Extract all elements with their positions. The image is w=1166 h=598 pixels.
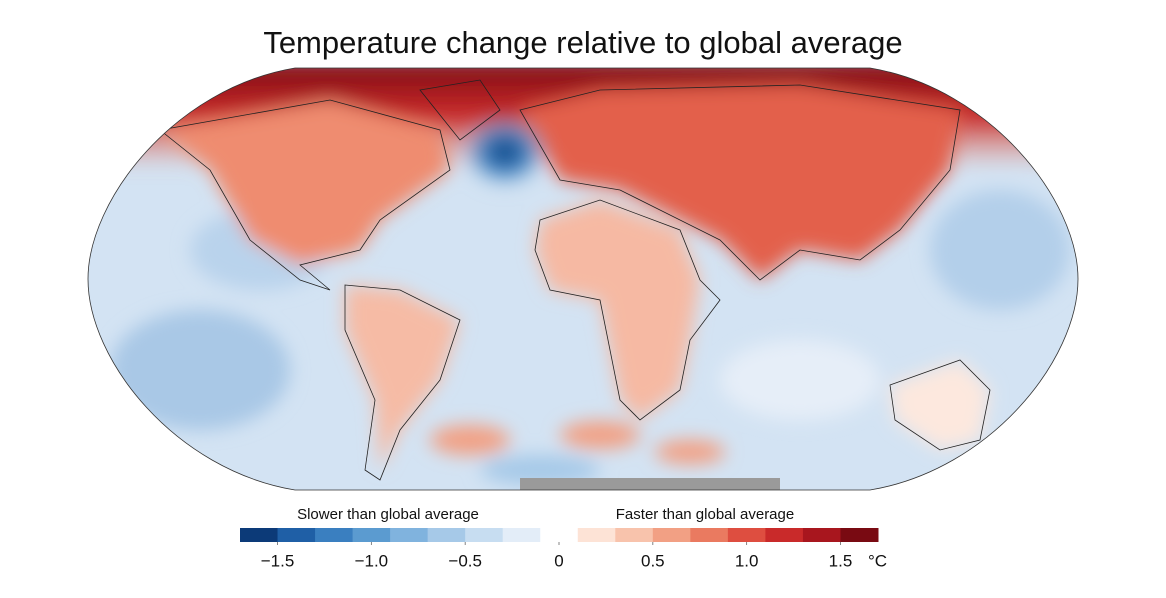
colorbar-bin [315,528,354,542]
colorbar-bin [690,528,729,542]
colorbar-bin [240,528,279,542]
colorbar-tick-label: 0 [554,551,563,570]
colorbar-bin [352,528,391,542]
colorbar-bin [652,528,691,542]
colorbar-bin [277,528,316,542]
colorbar-bin [840,528,879,542]
colorbar-bin [615,528,654,542]
map-title: Temperature change relative to global av… [263,25,902,60]
colorbar-tick-label: 0.5 [641,551,665,570]
colorbar-bin [540,528,579,542]
colorbar-tick-label: 1.0 [735,551,759,570]
colorbar-bin [502,528,541,542]
colorbar: −1.5 −1.0 −0.5 0 0.5 1.0 1.5 °C [240,528,887,570]
colorbar-label-left: Slower than global average [297,506,479,523]
colorbar-bin [465,528,504,542]
colorbar-bin [765,528,804,542]
colorbar-tick-label: −0.5 [448,551,482,570]
map [88,68,1078,490]
colorbar-bin [727,528,766,542]
colorbar-bin [427,528,466,542]
colorbar-tick-label: 1.5 [829,551,853,570]
colorbar-bin [577,528,616,542]
anomaly-field [88,68,1078,485]
coastlines [159,79,991,481]
colorbar-bin [390,528,429,542]
colorbar-tick-label: −1.5 [261,551,295,570]
map-frame [87,67,1079,491]
colorbar-bin [802,528,841,542]
colorbar-unit: °C [868,551,887,570]
colorbar-label-right: Faster than global average [616,506,794,523]
colorbar-tick-label: −1.0 [355,551,389,570]
